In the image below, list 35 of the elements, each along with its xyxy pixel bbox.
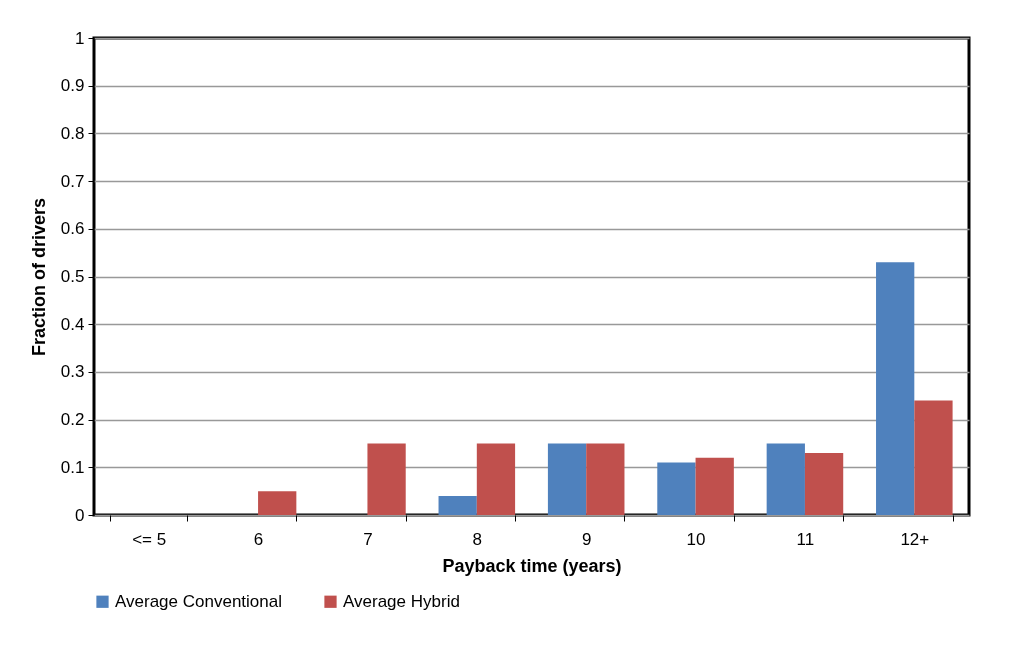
y-tick-label: 0.7: [60, 171, 85, 191]
bar: [258, 491, 297, 515]
bar: [586, 443, 625, 515]
x-tick-label: 10: [686, 529, 706, 549]
x-tick-label: 11: [796, 529, 815, 549]
y-tick-label: 0.5: [60, 267, 85, 286]
bar: [914, 400, 953, 515]
legend-label: Average Conventional: [115, 591, 282, 611]
x-tick-label: 7: [363, 529, 373, 549]
y-tick-label: 0.6: [60, 219, 85, 239]
legend-label: Average Hybrid: [343, 591, 460, 611]
bar: [876, 262, 915, 515]
bar: [438, 495, 477, 515]
y-tick-label: 0: [75, 505, 85, 525]
x-tick-label: 9: [581, 529, 592, 549]
y-tick-label: 0.1: [60, 457, 85, 477]
y-tick-label: 1: [75, 28, 85, 48]
x-axis-title: Payback time (years): [442, 555, 622, 576]
x-tick-label: <= 5: [132, 529, 167, 549]
y-tick-label: 0.9: [60, 76, 85, 96]
bar: [657, 462, 696, 515]
y-tick-label: 0.3: [60, 362, 85, 382]
bar: [547, 443, 587, 515]
x-tick-label: 8: [472, 529, 483, 549]
bar: [766, 443, 805, 515]
y-tick-label: 0.8: [60, 123, 85, 143]
y-tick-label: 0.4: [60, 314, 85, 334]
bar: [804, 452, 844, 515]
x-tick-label: 6: [253, 529, 264, 549]
bar: [367, 443, 406, 515]
bar: [695, 457, 734, 515]
x-tick-label: 12+: [900, 529, 930, 549]
y-tick-label: 0.2: [60, 410, 85, 430]
y-axis-title: Fraction of drivers: [28, 197, 49, 357]
bar: [476, 443, 516, 515]
